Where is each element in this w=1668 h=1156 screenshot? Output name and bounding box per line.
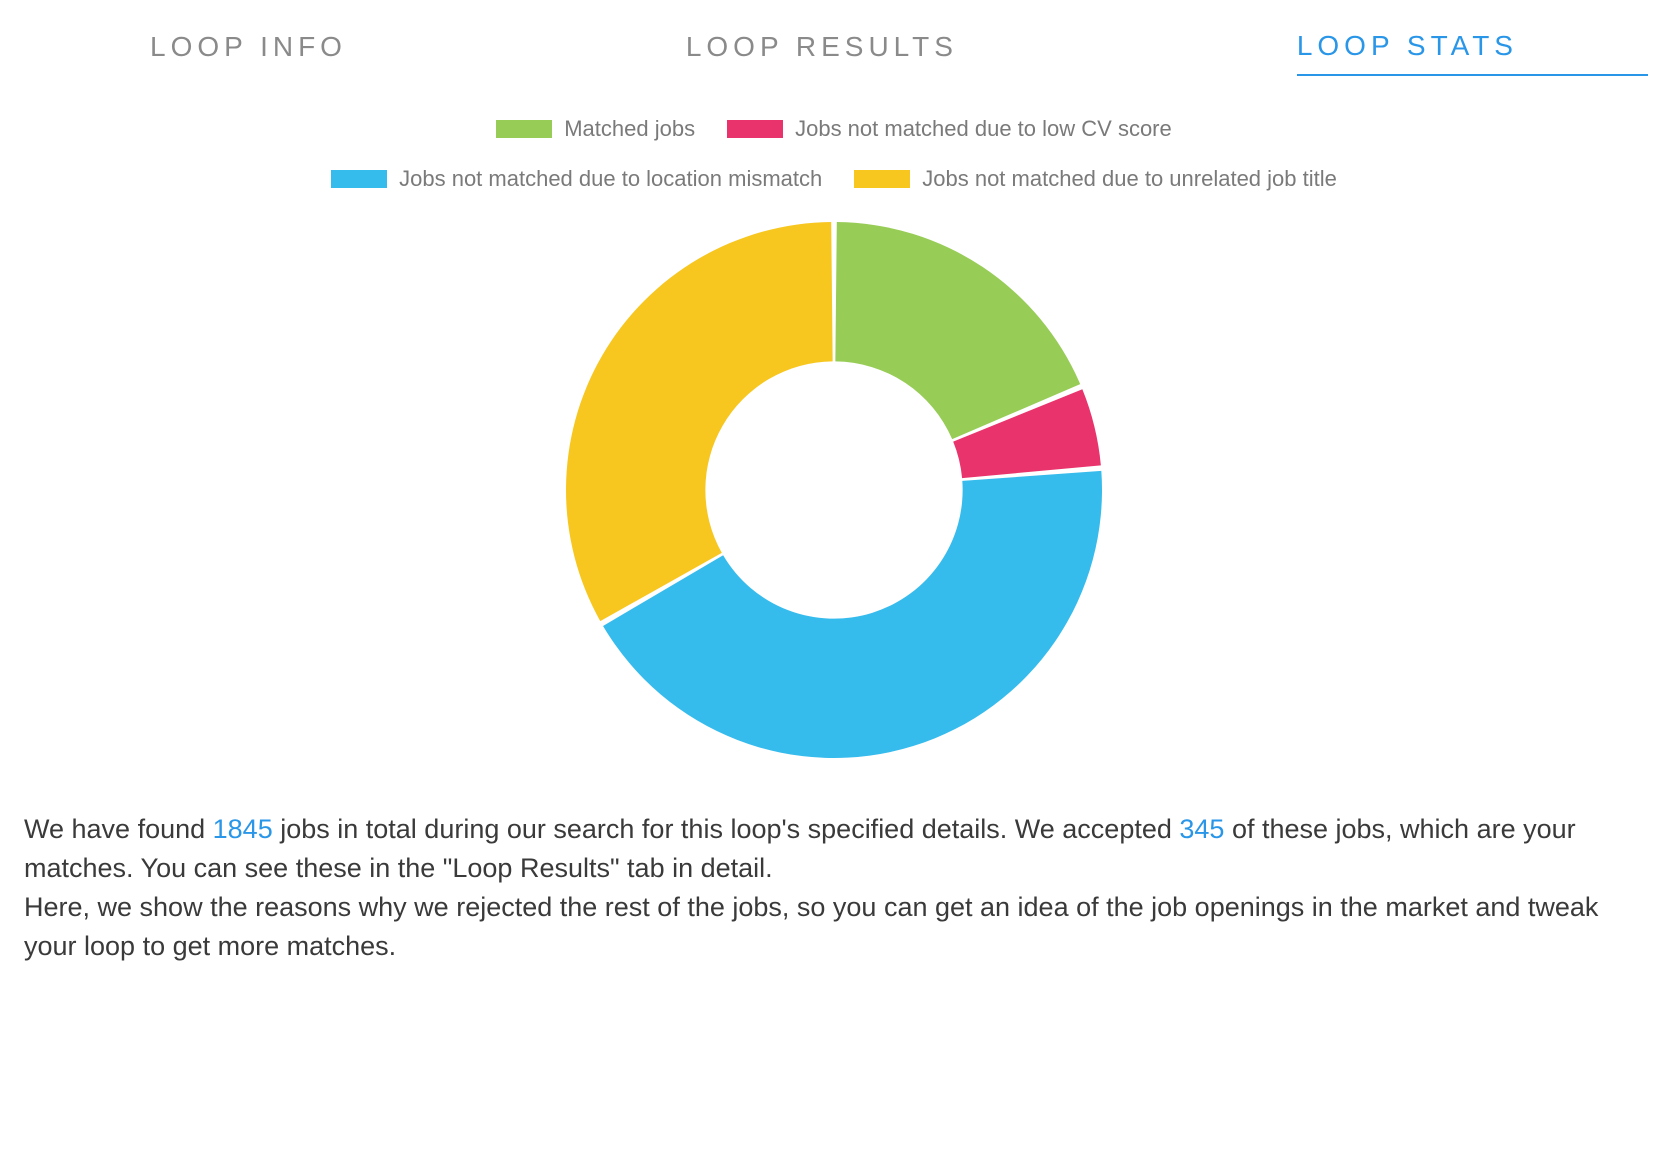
legend-item: Matched jobs <box>496 116 695 142</box>
summary-text: We have found 1845 jobs in total during … <box>20 810 1648 967</box>
tab-loop-results[interactable]: LOOP RESULTS <box>686 31 958 75</box>
legend-item: Jobs not matched due to unrelated job ti… <box>854 166 1337 192</box>
chart-legend: Matched jobs Jobs not matched due to low… <box>284 116 1384 192</box>
legend-swatch <box>496 120 552 138</box>
summary-part: We have found <box>24 814 213 844</box>
donut-svg <box>554 210 1114 770</box>
legend-item: Jobs not matched due to location mismatc… <box>331 166 822 192</box>
legend-label: Jobs not matched due to low CV score <box>795 116 1172 142</box>
accepted-jobs-count: 345 <box>1179 814 1224 844</box>
donut-slice <box>566 222 833 621</box>
total-jobs-count: 1845 <box>213 814 273 844</box>
legend-label: Matched jobs <box>564 116 695 142</box>
legend-swatch <box>727 120 783 138</box>
tab-loop-stats[interactable]: LOOP STATS <box>1297 30 1648 76</box>
summary-part: jobs in total during our search for this… <box>273 814 1180 844</box>
legend-swatch <box>331 170 387 188</box>
legend-label: Jobs not matched due to location mismatc… <box>399 166 822 192</box>
legend-label: Jobs not matched due to unrelated job ti… <box>922 166 1337 192</box>
summary-line2: Here, we show the reasons why we rejecte… <box>24 892 1598 961</box>
legend-item: Jobs not matched due to low CV score <box>727 116 1172 142</box>
donut-chart <box>20 210 1648 770</box>
tab-loop-info[interactable]: LOOP INFO <box>150 31 347 75</box>
tab-bar: LOOP INFO LOOP RESULTS LOOP STATS <box>150 30 1518 76</box>
legend-swatch <box>854 170 910 188</box>
